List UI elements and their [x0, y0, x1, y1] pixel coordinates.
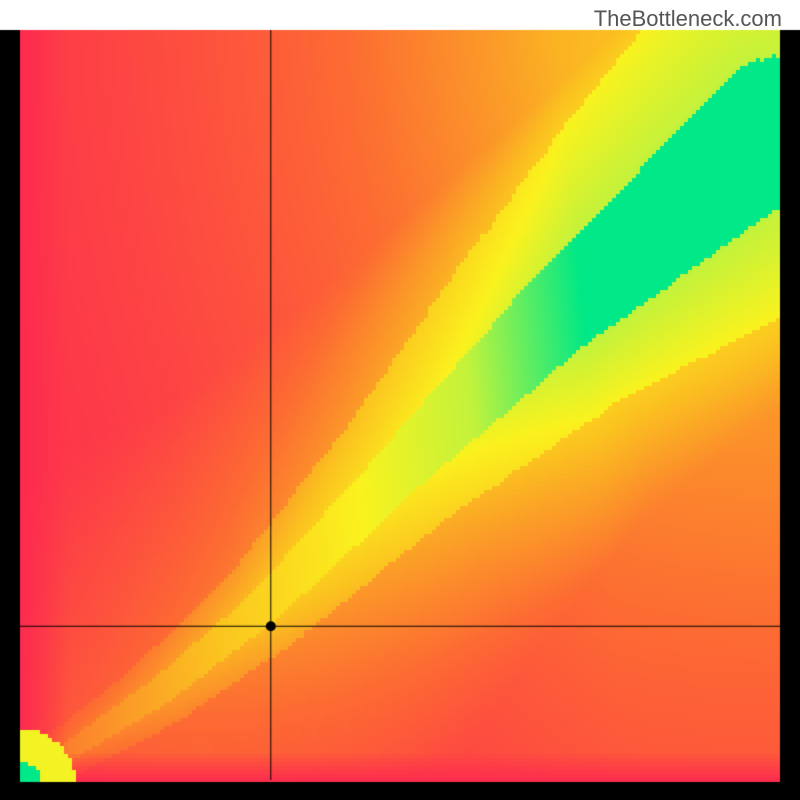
- chart-container: TheBottleneck.com: [0, 0, 800, 800]
- heatmap-canvas: [0, 0, 800, 800]
- watermark-text: TheBottleneck.com: [594, 6, 782, 32]
